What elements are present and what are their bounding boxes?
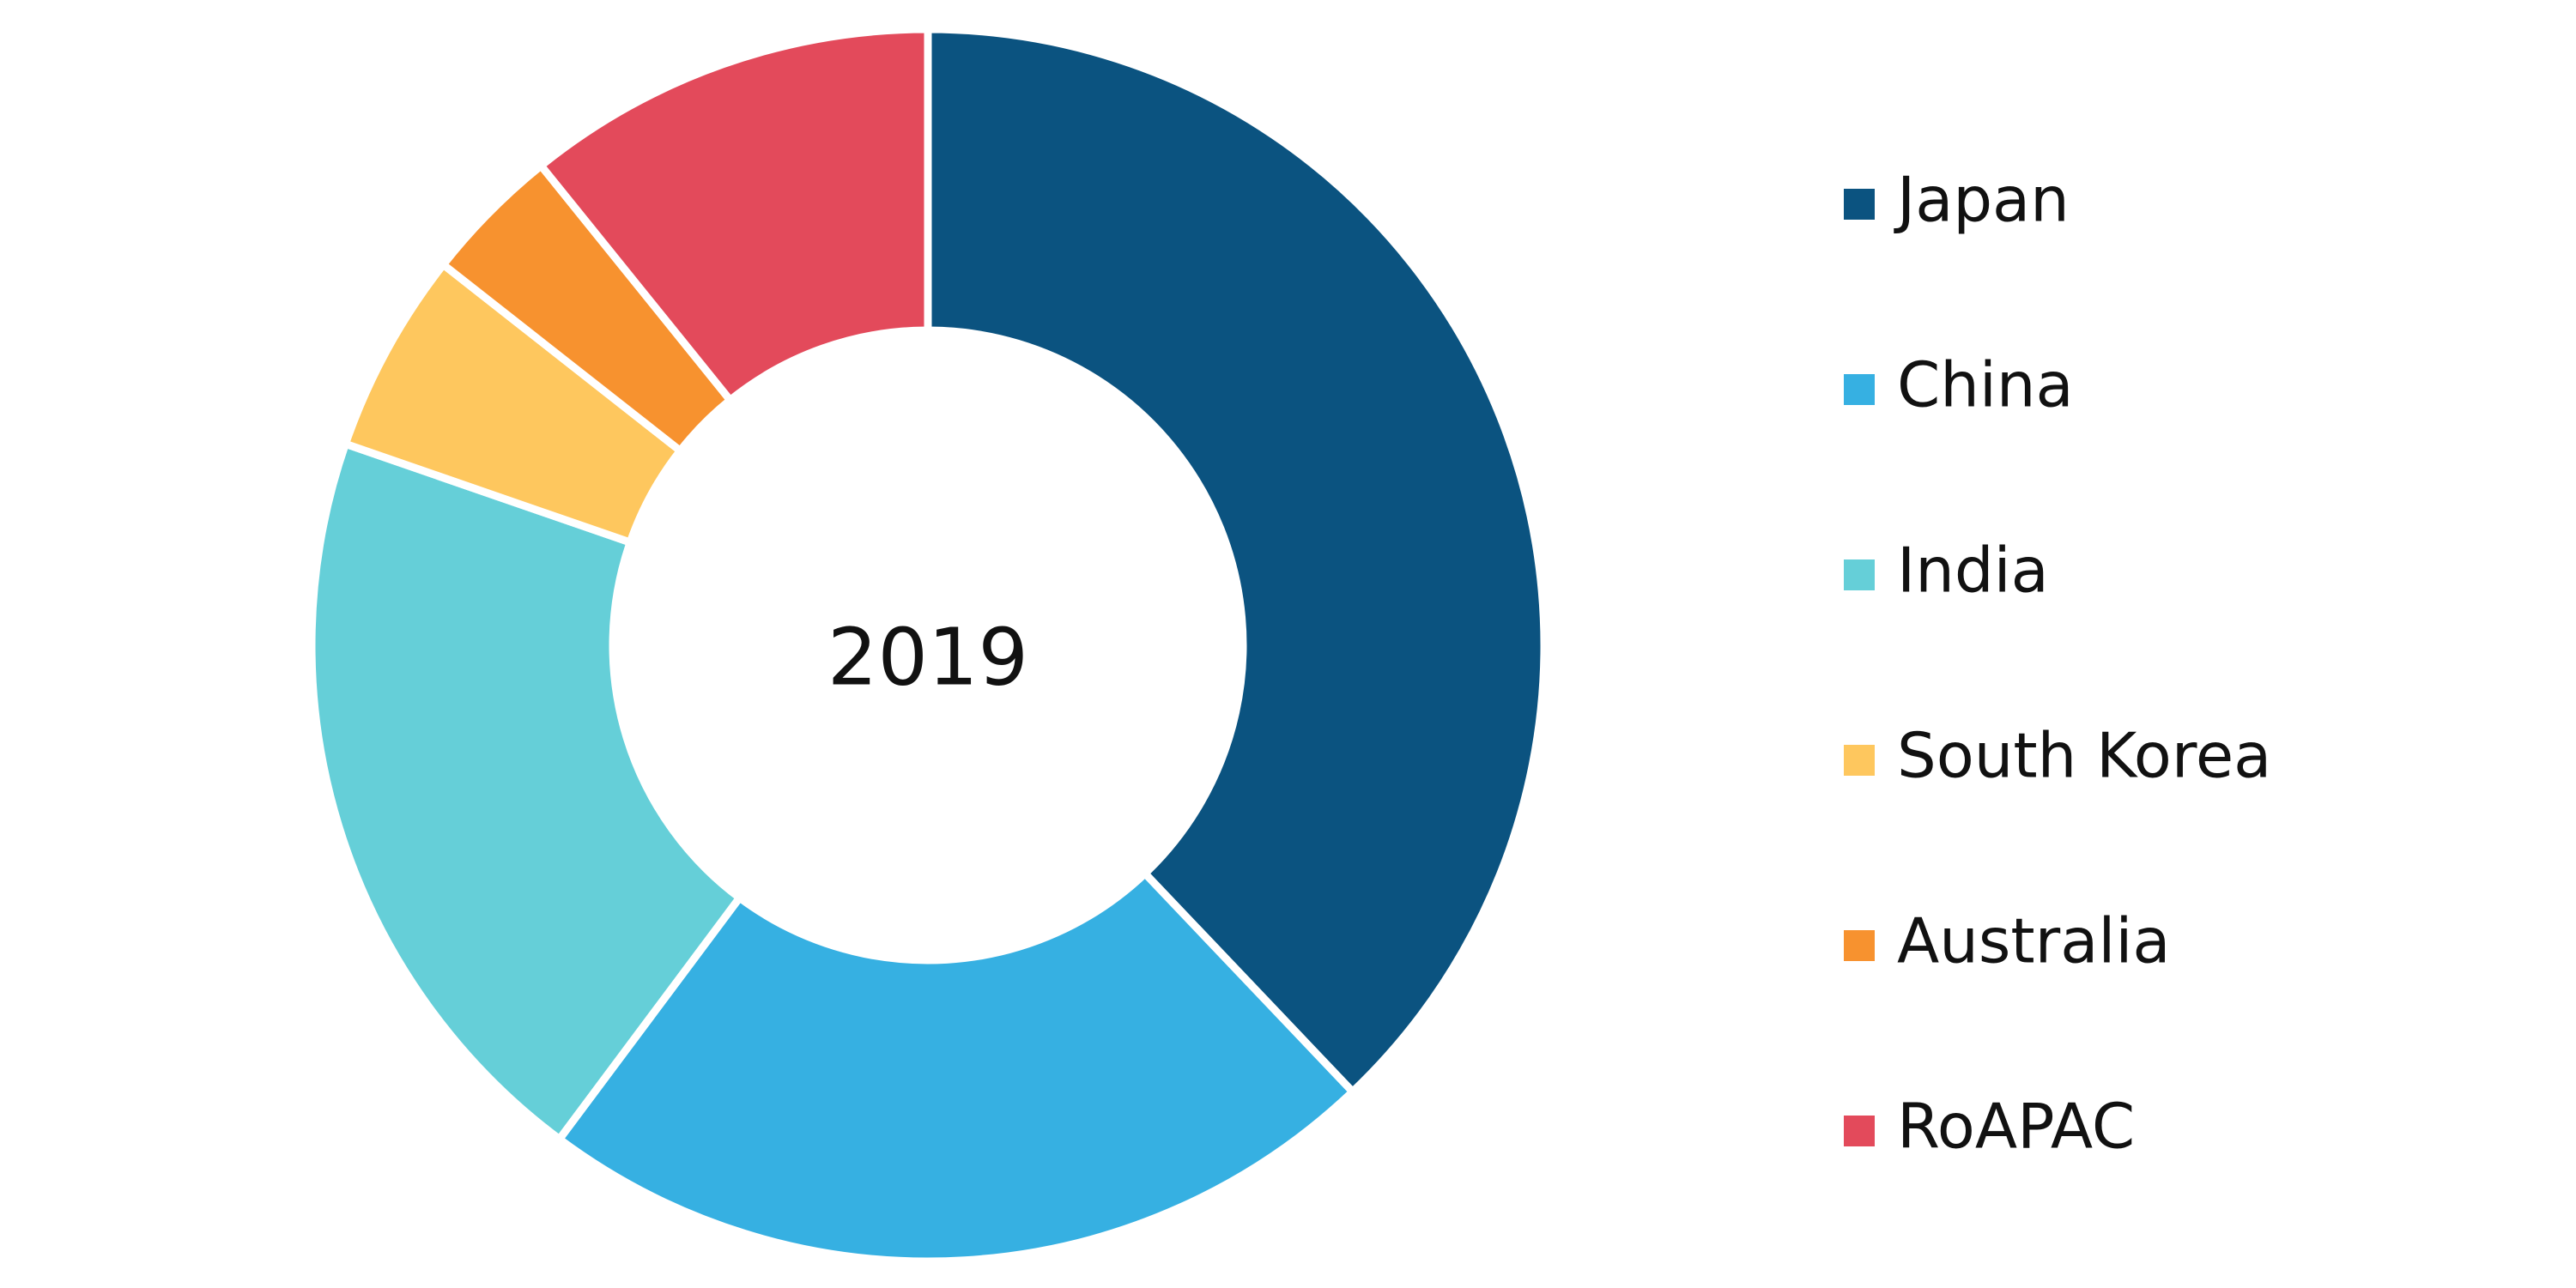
donut-slice [307, 438, 745, 1145]
legend-label: India [1897, 535, 2049, 607]
donut-slice [924, 25, 1549, 1098]
legend-swatch [1844, 189, 1875, 220]
legend-label: Japan [1894, 164, 2070, 236]
legend-swatch [1844, 745, 1875, 776]
center-label: 2019 [827, 611, 1028, 703]
legend-swatch [1844, 1116, 1875, 1146]
legend-label: Australia [1897, 905, 2170, 977]
donut-slice [554, 868, 1359, 1266]
legend-swatch [1844, 374, 1875, 405]
legend-swatch [1844, 930, 1875, 961]
legend-label: RoAPAC [1897, 1091, 2135, 1163]
donut-slice [535, 25, 932, 406]
legend-label: South Korea [1897, 720, 2271, 792]
legend-label: China [1897, 349, 2074, 421]
legend-swatch [1844, 559, 1875, 590]
